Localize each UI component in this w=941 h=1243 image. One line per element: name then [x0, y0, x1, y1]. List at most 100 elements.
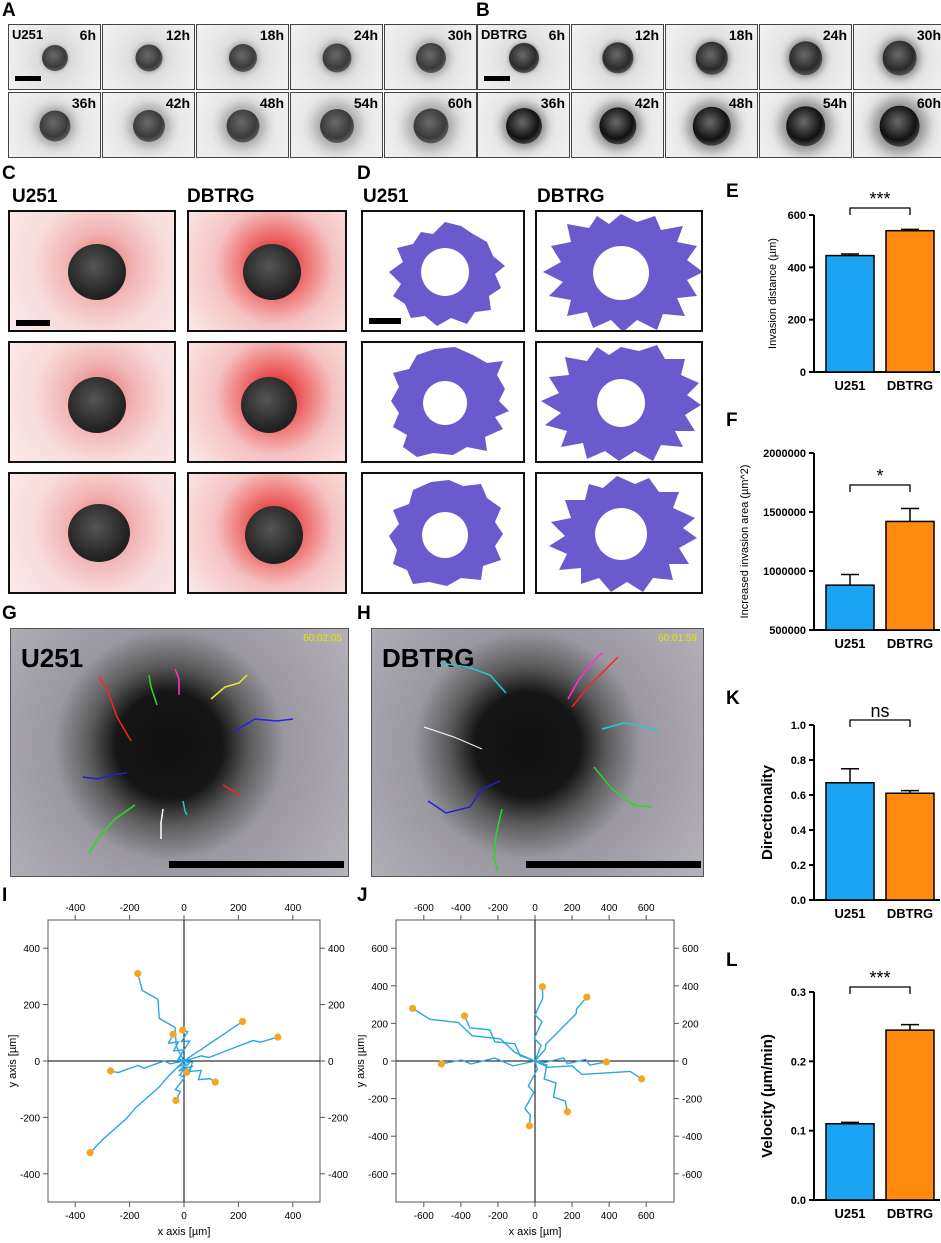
- h-cell-line: DBTRG: [382, 643, 475, 673]
- g-cell-line: U251: [21, 643, 84, 673]
- spheroid: [135, 44, 162, 72]
- y-tick-label: -200: [368, 1095, 388, 1106]
- d-dbtrg-mask-2: [535, 341, 703, 463]
- x-tick-label: DBTRG: [887, 906, 933, 921]
- y-tick-label: 1000000: [763, 566, 806, 578]
- timelapse-tile: 6h DBTRG: [477, 24, 570, 90]
- trajectory-track: [533, 986, 544, 1062]
- spheroid: [598, 107, 637, 145]
- significance-bracket: [849, 207, 911, 215]
- timelapse-tile: 54h: [759, 92, 852, 158]
- spheroid: [695, 42, 728, 75]
- timelapse-tile: 12h: [102, 24, 195, 90]
- time-label: 48h: [259, 95, 284, 111]
- x-tick-label: 200: [230, 1211, 247, 1222]
- time-label: 48h: [728, 95, 753, 111]
- trajectory-track: [183, 1036, 279, 1062]
- timelapse-tile: 18h: [665, 24, 758, 90]
- y-tick-label: 0: [800, 367, 806, 379]
- y-tick-label: 1500000: [763, 507, 806, 519]
- bar: [885, 1029, 935, 1201]
- trajectory-endpoint: [238, 1017, 247, 1026]
- panel-label-k: K: [726, 688, 740, 709]
- trajectory-endpoint: [602, 1058, 610, 1066]
- trajectory-endpoint: [211, 1078, 219, 1086]
- significance-label: *: [876, 466, 883, 486]
- c-u251-image-3: [8, 472, 176, 594]
- y-tick-label: 200: [788, 315, 806, 327]
- spheroid: [415, 43, 446, 74]
- x-tick-label-top: -200: [488, 903, 508, 914]
- y-axis-label: Invasion distance (µm): [767, 238, 779, 349]
- trajectory-endpoint: [172, 1096, 180, 1105]
- g-cell-tracks: [82, 668, 294, 854]
- x-tick-label: 400: [601, 1211, 618, 1222]
- spheroid: [601, 42, 634, 74]
- x-axis-label: x axis [µm]: [509, 1226, 562, 1238]
- x-tick-label: -400: [65, 1211, 85, 1222]
- panel-label-b: B: [476, 0, 490, 21]
- time-label: 30h: [916, 27, 941, 43]
- spheroid: [132, 110, 165, 143]
- trajectory-track: [174, 1060, 191, 1101]
- d-u251-mask-2: [361, 341, 525, 463]
- trajectory-track: [524, 1060, 539, 1126]
- significance-bracket: [849, 719, 911, 727]
- bar: [825, 1122, 875, 1201]
- spheroid: [508, 43, 539, 74]
- trajectory-endpoint: [274, 1033, 282, 1041]
- y-axis-label: y axis [µm]: [7, 1035, 19, 1088]
- y-tick-label: 400: [371, 982, 388, 993]
- significance-bracket: [849, 986, 911, 994]
- spheroid: [322, 43, 351, 73]
- trajectory-track: [534, 1060, 569, 1112]
- bar: [885, 792, 935, 901]
- panel-label-f: F: [726, 410, 738, 431]
- y-tick-label-right: 600: [682, 944, 699, 955]
- y-tick-label: 0.1: [791, 1126, 806, 1138]
- trajectory-track: [183, 1060, 216, 1083]
- spheroid: [319, 109, 354, 144]
- y-tick-label: 0.2: [791, 1056, 806, 1068]
- y-tick-label-right: -600: [682, 1170, 702, 1181]
- x-tick-label: 0: [532, 1211, 538, 1222]
- scale-bar: [526, 861, 701, 868]
- y-tick-label: -200: [20, 1113, 40, 1124]
- trajectory-endpoint: [525, 1122, 534, 1130]
- d-u251-mask-1: [361, 210, 525, 332]
- trajectory-endpoint: [134, 969, 142, 978]
- bar: [885, 229, 935, 373]
- x-tick-label-top: 0: [181, 903, 187, 914]
- y-tick-label-right: 400: [328, 944, 345, 955]
- time-label: 6h: [548, 27, 565, 43]
- x-tick-label: U251: [834, 636, 865, 651]
- x-tick-label-top: 200: [564, 903, 581, 914]
- x-tick-label-top: 0: [532, 903, 538, 914]
- timelapse-tile: 12h: [571, 24, 664, 90]
- trajectory-endpoint: [583, 993, 591, 1001]
- y-tick-label: 600: [371, 944, 388, 955]
- c-heading-u251: U251: [12, 186, 58, 207]
- trajectory-endpoint: [409, 1004, 417, 1012]
- y-tick-label: 0.2: [791, 860, 806, 872]
- d-dbtrg-mask-1: [535, 210, 703, 332]
- panel-label-c: C: [2, 163, 16, 184]
- trajectory-endpoint: [86, 1149, 94, 1157]
- y-tick-label: 0.0: [791, 1195, 806, 1207]
- y-tick-label: 2000000: [763, 448, 806, 460]
- x-tick-label: 400: [284, 1211, 301, 1222]
- bar: [885, 520, 935, 631]
- timelapse-tile: 42h: [571, 92, 664, 158]
- time-label: 54h: [822, 95, 847, 111]
- c-dbtrg-image-2: [187, 341, 347, 463]
- trajectory-track: [463, 1015, 536, 1062]
- x-tick-label: DBTRG: [887, 636, 933, 651]
- y-tick-label: 1.0: [791, 720, 806, 732]
- g-timestamp: 60:02:05: [303, 633, 342, 644]
- time-label: 60h: [447, 95, 472, 111]
- y-tick-label-right: 0: [682, 1057, 688, 1068]
- y-axis-label: y axis [µm]: [358, 1035, 367, 1088]
- y-tick-label: 0.6: [791, 790, 806, 802]
- c-dbtrg-image-1: [187, 210, 347, 332]
- y-tick-label-right: -400: [328, 1170, 348, 1181]
